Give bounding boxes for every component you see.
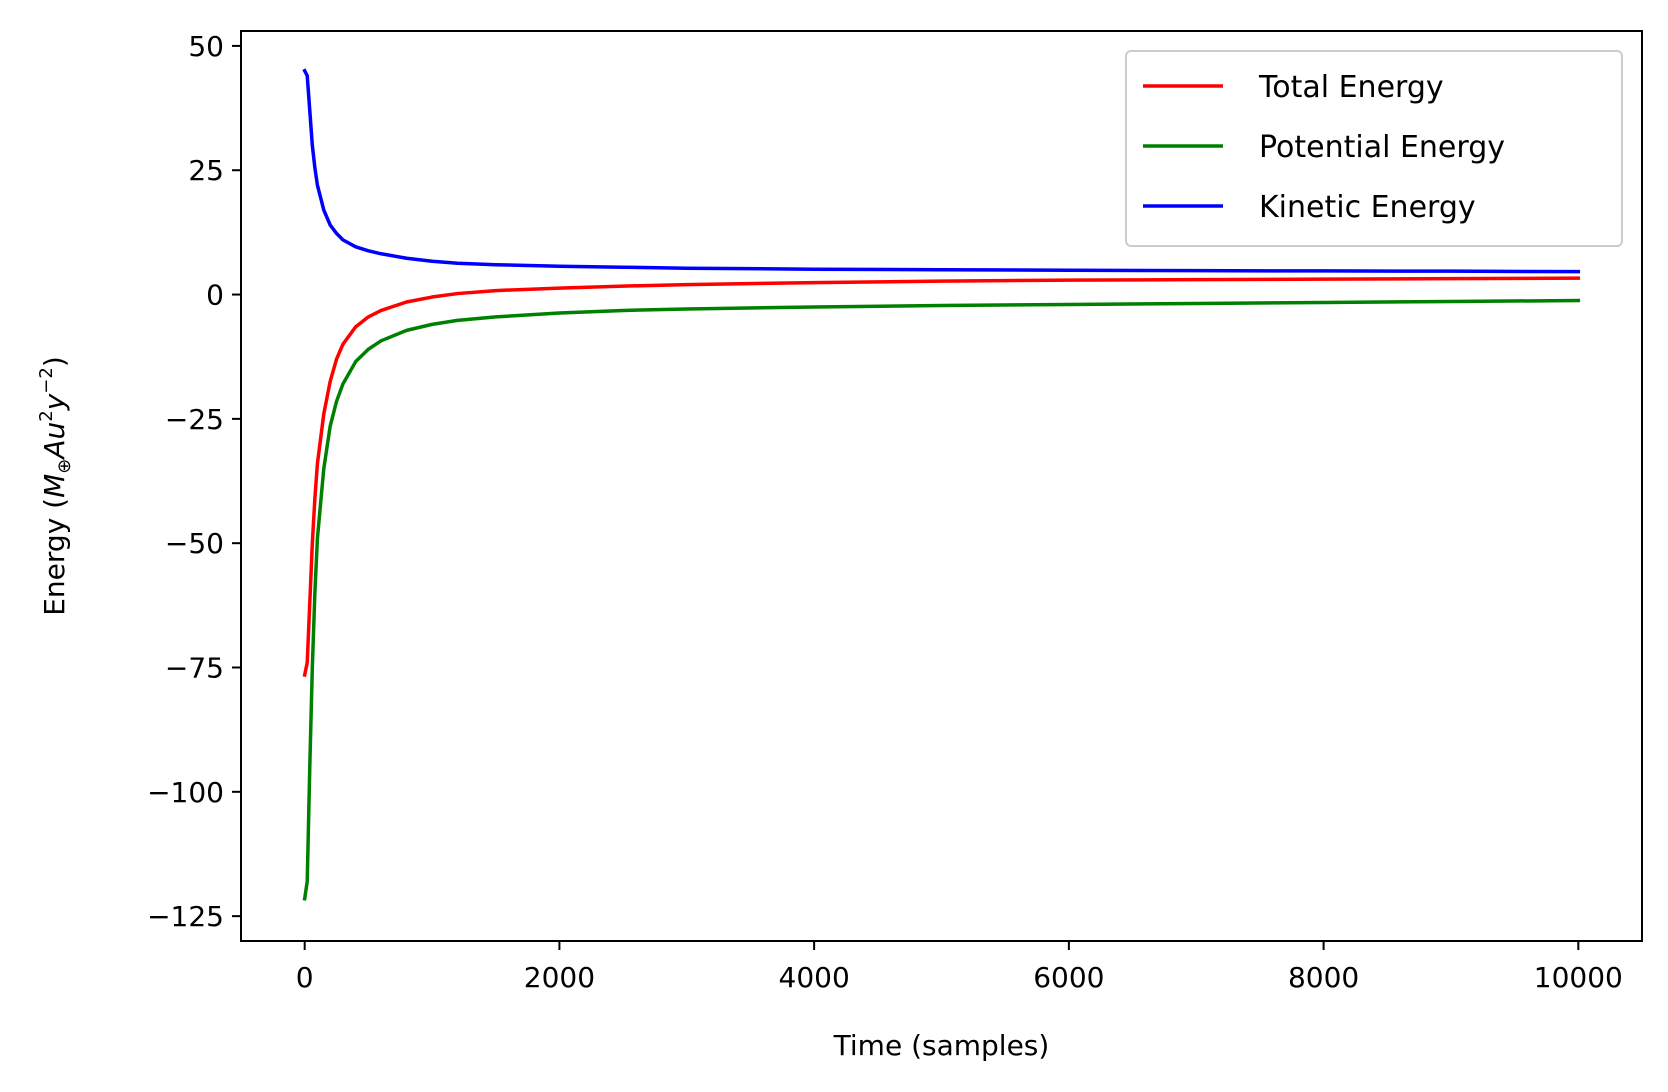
y-axis: 50 25 0 −25 −50 −75 −100 −125 <box>147 30 241 933</box>
y-label-prefix: Energy ( <box>38 498 71 616</box>
x-axis-label: Time (samples) <box>833 1029 1050 1062</box>
legend-box <box>1125 50 1623 247</box>
y-label-au: Au <box>38 422 71 461</box>
y-tick-label: 25 <box>188 154 224 187</box>
legend-label: Kinetic Energy <box>1259 190 1476 225</box>
y-label-earth-subscript: ⊕ <box>54 459 75 474</box>
y-tick-label: 0 <box>206 279 224 312</box>
x-tick-label: 6000 <box>1033 961 1104 994</box>
x-tick-label: 8000 <box>1288 961 1359 994</box>
x-tick-label: 10000 <box>1534 961 1623 994</box>
x-tick-label: 2000 <box>524 961 595 994</box>
legend-label: Total Energy <box>1258 70 1444 105</box>
y-tick-label: −125 <box>147 900 224 933</box>
y-axis-label: Energy (M⊕Au2y−2) <box>36 356 75 616</box>
x-axis: 0 2000 4000 6000 8000 10000 <box>296 941 1623 994</box>
series-line-2 <box>302 298 1581 901</box>
y-tick-label: −25 <box>165 403 224 436</box>
plot-frame <box>240 30 1643 942</box>
y-label-sup-2: 2 <box>36 410 57 421</box>
x-tick-label: 0 <box>296 961 314 994</box>
series-line-3 <box>302 68 1581 274</box>
y-label-sup-neg2: −2 <box>36 367 57 394</box>
legend: Total Energy Potential Energy Kinetic Ener… <box>1125 50 1623 247</box>
y-tick-label: 50 <box>188 30 224 63</box>
x-tick-label: 4000 <box>779 961 850 994</box>
series-line-1 <box>302 276 1581 678</box>
y-tick-label: −50 <box>165 527 224 560</box>
y-tick-label: −75 <box>165 652 224 685</box>
y-label-y: y <box>38 393 71 411</box>
y-label-suffix: ) <box>38 356 71 367</box>
y-label-m: M <box>38 474 71 498</box>
y-tick-label: −100 <box>147 776 224 809</box>
legend-label: Potential Energy <box>1259 130 1505 165</box>
series-layer <box>302 68 1581 901</box>
